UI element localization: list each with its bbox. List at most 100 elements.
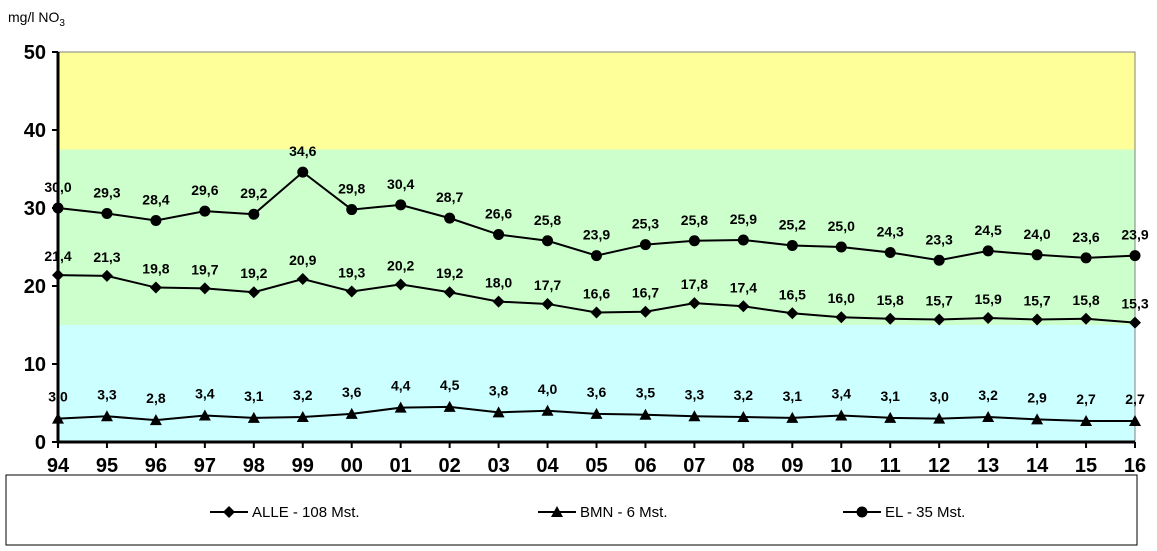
legend-marker-circle [856,506,868,518]
data-point-diamond [296,272,309,285]
x-tick-label: 15 [1075,455,1097,477]
data-label: 3,3 [685,386,705,402]
data-point-circle [591,250,602,262]
data-point-diamond [394,278,407,291]
x-axis: 94 95 96 97 98 99 00 01 02 03 04 05 06 07 08 09 10 11 12 13… [47,440,1146,477]
x-tick-label: 08 [732,455,754,477]
data-label: 16,6 [583,286,610,302]
data-point-diamond [737,300,750,313]
x-tick-label: 97 [194,455,216,477]
x-tick-label: 09 [781,455,803,477]
data-point-circle [884,246,896,258]
data-point-triangle [1129,414,1141,426]
data-label: 20,9 [289,252,316,268]
x-tick-label: 00 [341,455,363,477]
data-label: 18,0 [485,275,512,291]
data-point-diamond [198,282,211,295]
data-point-diamond [786,307,799,320]
data-point-circle [248,208,260,220]
x-tick-label: 12 [928,455,950,477]
data-point-triangle [1080,414,1093,426]
data-point-diamond [541,297,554,310]
data-point-triangle [443,400,456,412]
data-labels: 21,4 21,3 19,8 19,7 19,2 20,9 19,3 20,2 19,2 18,0… [44,143,1148,407]
data-point-triangle [688,410,701,422]
data-point-diamond [1129,316,1141,329]
x-tick-label: 10 [830,455,852,477]
data-label: 2,7 [1076,391,1096,407]
data-label: 15,3 [1121,296,1148,312]
data-point-triangle [247,411,260,423]
data-label: 26,6 [485,206,512,222]
x-tick-label: 04 [536,455,559,477]
y-tick-label: 0 [35,432,46,454]
data-label: 25,9 [730,211,757,227]
data-point-diamond [884,312,897,325]
data-point-diamond [492,295,505,308]
data-point-diamond [100,269,113,282]
data-label: 3,8 [489,382,509,398]
data-point-circle [52,202,64,214]
data-label: 21,3 [93,249,120,265]
data-label: 28,4 [142,191,169,207]
data-label: 16,5 [779,286,806,302]
data-point-diamond [247,286,260,299]
data-point-circle [199,205,211,217]
data-label: 19,2 [436,265,463,281]
data-point-circle [346,204,358,216]
data-point-triangle [590,407,603,419]
data-point-triangle [933,412,946,424]
data-label: 15,8 [1072,292,1099,308]
data-label: 21,4 [44,248,71,264]
x-tick-label: 96 [145,455,167,477]
data-label: 3,4 [832,385,852,401]
data-label: 3,0 [929,389,949,405]
legend: ALLE - 108 Mst. BMN - 6 Mst. EL - 35 Mst. [5,474,1138,546]
data-point-triangle [345,407,358,419]
data-label: 28,7 [436,189,463,205]
data-label: 25,8 [681,212,708,228]
data-label: 23,9 [583,227,610,243]
y-tick-label: 40 [24,120,46,142]
data-point-diamond [1031,313,1044,326]
x-tick-label: 06 [634,455,656,477]
data-label: 4,5 [440,377,460,393]
x-tick-label: 16 [1124,455,1146,477]
data-label: 29,8 [338,181,365,197]
data-label: 23,9 [1121,227,1148,243]
data-point-diamond [982,311,995,324]
data-label: 29,3 [93,184,120,200]
y-tick-label: 20 [24,276,46,298]
x-tick-label: 94 [47,455,70,477]
x-tick-label: 07 [683,455,705,477]
background-band-0 [58,325,1135,442]
legend-marker-diamond [223,506,235,518]
data-point-circle [835,241,847,253]
data-point-circle [150,214,162,226]
data-label: 3,2 [734,387,754,403]
data-point-diamond [443,286,456,299]
data-label: 19,8 [142,261,169,277]
data-point-triangle [394,401,407,413]
data-label: 30,4 [387,176,414,192]
data-point-circle [444,212,456,224]
data-label: 2,9 [1027,389,1047,405]
data-label: 3,3 [97,386,117,402]
data-label: 3,2 [978,387,998,403]
data-label: 2,7 [1125,391,1145,407]
data-point-triangle [149,414,162,426]
data-point-circle [688,235,700,247]
y-tick-label: 50 [24,42,46,64]
data-label: 15,9 [975,291,1002,307]
data-label: 3,0 [48,389,68,405]
data-point-triangle [639,408,652,420]
data-label: 19,3 [338,264,365,280]
data-label: 15,8 [877,292,904,308]
data-label: 34,6 [289,143,316,159]
data-point-circle [786,239,798,251]
background-band-2 [58,52,1135,150]
data-label: 3,6 [587,384,607,400]
data-point-diamond [639,305,652,318]
data-point-diamond [688,297,701,310]
data-point-circle [297,166,309,178]
